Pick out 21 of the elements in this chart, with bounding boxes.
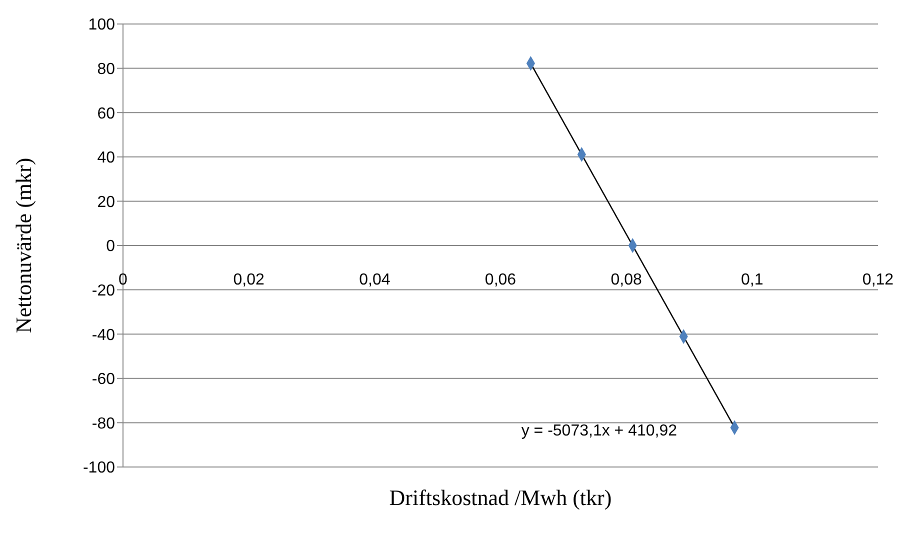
y-tick-label: 80 (97, 60, 116, 78)
y-tick-label: -100 (82, 460, 116, 477)
y-tick-label: -40 (92, 326, 116, 344)
y-tick-label: -80 (92, 415, 116, 432)
y-tick-label: 20 (97, 194, 116, 211)
x-tick-label: 0,04 (359, 272, 390, 288)
y-tick-label: 0 (106, 238, 116, 256)
y-tick-label: 60 (97, 105, 116, 122)
y-tick-label: 100 (88, 16, 116, 34)
x-tick-label: 0,1 (741, 272, 764, 288)
x-tick-label: 0 (118, 272, 128, 288)
x-tick-label: 0,08 (610, 272, 642, 288)
y-tick-label: -60 (92, 371, 116, 388)
y-tick-label: 40 (97, 150, 116, 167)
x-tick-label: 0,12 (862, 272, 894, 288)
y-tick-label: -20 (92, 282, 116, 300)
x-axis-title: Driftskostnad /Mwh (tkr) (389, 485, 612, 510)
annotation: y = -5073,1x + 410,92 (521, 422, 678, 440)
x-tick-label: 0,06 (484, 272, 516, 288)
x-tick-label: 0,02 (233, 272, 265, 288)
y-axis-title: Nettonuvärde (mkr) (10, 158, 36, 334)
